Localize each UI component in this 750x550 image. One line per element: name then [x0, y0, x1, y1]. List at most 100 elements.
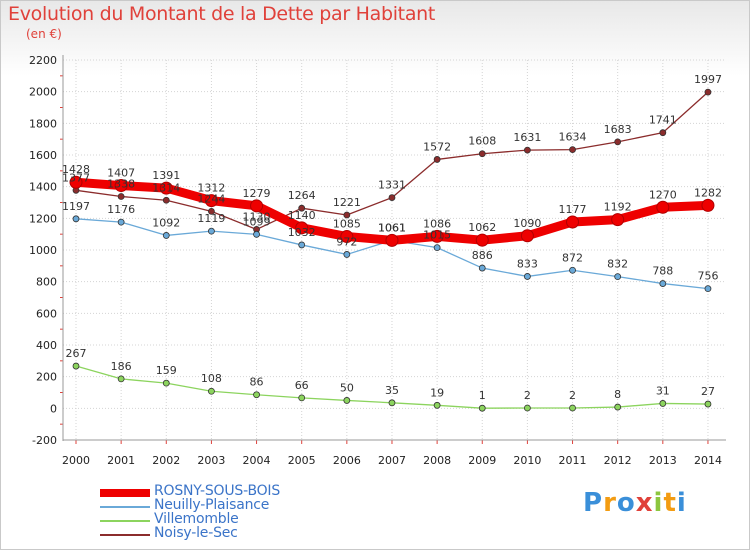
data-point	[659, 400, 667, 407]
data-label: 1032	[288, 226, 316, 239]
data-point	[520, 229, 534, 243]
data-label: 832	[607, 258, 628, 271]
data-label: 1683	[604, 123, 632, 136]
data-point	[566, 215, 580, 229]
data-label: 1634	[559, 131, 587, 144]
data-point	[385, 233, 399, 247]
data-point	[208, 387, 215, 395]
legend-label: Villemomble	[154, 511, 239, 527]
data-point	[478, 404, 486, 412]
data-point	[162, 379, 170, 387]
data-point	[208, 227, 215, 235]
data-point	[343, 211, 351, 219]
data-label: 872	[562, 251, 583, 264]
data-label: 1279	[243, 187, 271, 200]
data-label: 756	[697, 270, 718, 283]
y-tick-label: 1800	[29, 117, 57, 130]
legend-swatch	[100, 520, 150, 522]
y-tick-label: -200	[32, 434, 57, 447]
data-label: 833	[517, 257, 538, 270]
data-label: 27	[701, 385, 715, 398]
data-label: 972	[336, 235, 357, 248]
data-label: 1140	[288, 209, 316, 222]
data-point	[298, 394, 306, 402]
brand-letter: P	[583, 488, 604, 518]
data-point	[433, 156, 441, 163]
data-point	[478, 264, 486, 272]
data-point	[117, 193, 125, 200]
data-label: 1221	[333, 196, 361, 209]
data-point	[253, 230, 260, 238]
data-label: 50	[340, 381, 354, 394]
data-label: 1061	[378, 221, 406, 234]
data-point	[388, 194, 396, 201]
data-point	[162, 196, 170, 204]
data-label: 1407	[107, 167, 135, 180]
y-tick-label: 1400	[29, 181, 57, 194]
y-tick-label: 800	[36, 276, 57, 289]
brand-letter: r	[603, 488, 617, 518]
x-tick-label: 2002	[152, 454, 180, 467]
data-label: 1062	[468, 221, 496, 234]
brand-letter: x	[635, 488, 654, 518]
data-label: 1631	[513, 131, 541, 144]
data-label: 1572	[423, 140, 451, 153]
y-tick-label: 1200	[29, 212, 57, 225]
x-tick-label: 2010	[513, 454, 541, 467]
data-label: 1428	[62, 163, 90, 176]
data-point	[204, 194, 218, 208]
data-point	[524, 404, 531, 412]
data-label: 35	[385, 384, 399, 397]
x-tick-label: 2004	[243, 454, 271, 467]
data-point	[343, 397, 351, 404]
data-label: 1244	[197, 192, 225, 205]
data-label: 1282	[694, 186, 722, 199]
data-point	[704, 88, 712, 96]
x-tick-label: 2001	[107, 454, 135, 467]
data-label: 1130	[243, 210, 271, 223]
data-point	[162, 232, 170, 239]
data-point	[114, 179, 128, 193]
data-label: 1270	[649, 188, 677, 201]
data-point	[117, 218, 125, 226]
data-label: 1331	[378, 179, 406, 192]
data-point	[659, 129, 667, 137]
data-point	[250, 199, 264, 213]
brand-letter: o	[616, 488, 636, 518]
x-tick-label: 2003	[197, 454, 225, 467]
data-label: 1741	[649, 114, 677, 127]
x-tick-label: 2014	[694, 454, 722, 467]
data-point	[295, 221, 309, 235]
data-label: 66	[295, 379, 309, 392]
data-label: 1177	[559, 203, 587, 216]
data-label: 1119	[197, 212, 225, 225]
data-point	[475, 233, 489, 247]
chart-title: Evolution du Montant de la Dette par Hab…	[8, 3, 436, 25]
data-point	[569, 266, 576, 274]
data-label: 1061	[378, 221, 406, 234]
data-label: 159	[156, 364, 177, 377]
data-label: 86	[250, 376, 264, 389]
y-tick-label: 0	[50, 402, 57, 415]
data-label: 1192	[604, 201, 632, 214]
x-tick-label: 2006	[333, 454, 361, 467]
data-point	[659, 280, 667, 287]
y-tick-label: 2200	[29, 54, 57, 67]
brand-letter: i	[676, 488, 687, 518]
x-tick-label: 2009	[468, 454, 496, 467]
data-label: 1312	[197, 182, 225, 195]
data-point	[298, 204, 306, 212]
data-point	[614, 403, 622, 411]
data-label: 1015	[423, 229, 451, 242]
data-label: 108	[201, 372, 222, 385]
data-label: 1264	[288, 189, 316, 202]
y-tick-label: 2000	[29, 86, 57, 99]
data-label: 1197	[62, 200, 90, 213]
data-point	[614, 273, 622, 281]
data-point	[611, 213, 625, 227]
data-point	[478, 150, 486, 158]
data-point	[704, 285, 712, 293]
data-point	[433, 244, 441, 252]
data-label: 31	[656, 384, 670, 397]
